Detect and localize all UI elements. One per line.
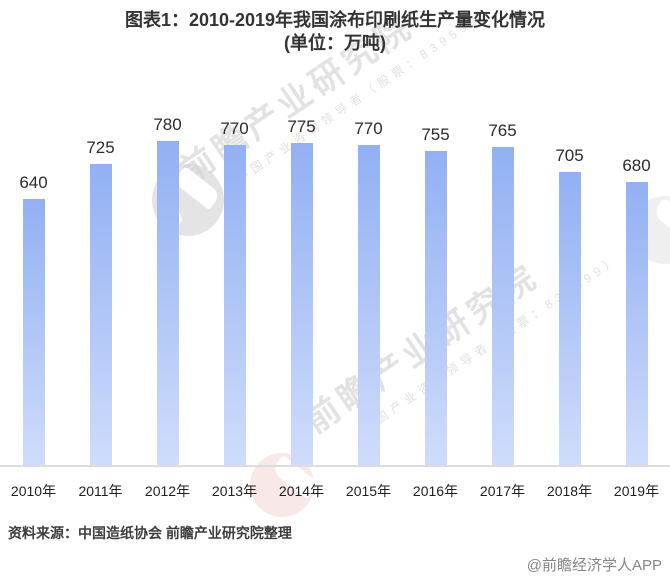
x-axis-label: 2013年 bbox=[211, 483, 258, 499]
bar bbox=[223, 145, 246, 465]
bar-value-label: 755 bbox=[421, 125, 450, 144]
bar-column: 765 bbox=[469, 89, 536, 465]
x-axis-label: 2019年 bbox=[613, 483, 660, 499]
bar bbox=[89, 164, 112, 465]
brand-footer-watermark: @前瞻经济学人APP bbox=[526, 557, 662, 574]
bar-column: 640 bbox=[0, 89, 67, 465]
bar-value-label: 725 bbox=[86, 138, 115, 157]
bar-column: 725 bbox=[67, 89, 134, 465]
x-axis-label: 2011年 bbox=[78, 483, 123, 499]
bar-column: 775 bbox=[268, 89, 335, 465]
x-axis-label: 2018年 bbox=[546, 483, 593, 499]
bar bbox=[424, 151, 447, 465]
bar-column: 680 bbox=[603, 89, 670, 465]
bar-column: 770 bbox=[201, 89, 268, 465]
x-axis-label-row: 2010年 2011年 2012年 2013年 2014年 2015年 2016年 2017年… bbox=[0, 481, 670, 501]
bar bbox=[156, 141, 179, 465]
x-axis-label: 2016年 bbox=[412, 483, 459, 499]
bar-value-label: 775 bbox=[287, 117, 316, 136]
bar-column: 755 bbox=[402, 89, 469, 465]
x-axis-label: 2012年 bbox=[144, 483, 191, 499]
bar bbox=[22, 199, 45, 465]
bar-value-label: 780 bbox=[153, 115, 182, 134]
x-axis-label: 2010年 bbox=[10, 483, 57, 499]
bar bbox=[290, 143, 313, 465]
x-axis-label: 2015年 bbox=[345, 483, 392, 499]
chart-title-block: 图表1：2010-2019年我国涂布印刷纸生产量变化情况 (单位：万吨) bbox=[0, 9, 670, 55]
chart-unit-subtitle: (单位：万吨) bbox=[284, 33, 386, 54]
x-axis-label: 2017年 bbox=[479, 483, 526, 499]
bar bbox=[491, 147, 514, 465]
bar-value-label: 765 bbox=[488, 121, 517, 140]
bar-value-label: 680 bbox=[622, 156, 651, 175]
bar-value-label: 640 bbox=[19, 173, 48, 192]
bar bbox=[357, 145, 380, 465]
bar-value-label: 705 bbox=[555, 146, 584, 165]
bar-column: 705 bbox=[536, 89, 603, 465]
x-axis-label: 2014年 bbox=[278, 483, 325, 499]
bar-column: 780 bbox=[134, 89, 201, 465]
source-note: 资料来源：中国造纸协会 前瞻产业研究院整理 bbox=[8, 525, 292, 541]
bar bbox=[558, 172, 581, 465]
bar-plot-area: 640 725 780 770 775 770 755 765 705 680 bbox=[0, 89, 670, 465]
bar bbox=[625, 182, 648, 465]
chart-title: 图表1：2010-2019年我国涂布印刷纸生产量变化情况 bbox=[124, 10, 546, 30]
bar-value-label: 770 bbox=[354, 119, 383, 138]
bar-column: 770 bbox=[335, 89, 402, 465]
bar-value-label: 770 bbox=[220, 119, 249, 138]
x-axis-line bbox=[0, 465, 670, 467]
